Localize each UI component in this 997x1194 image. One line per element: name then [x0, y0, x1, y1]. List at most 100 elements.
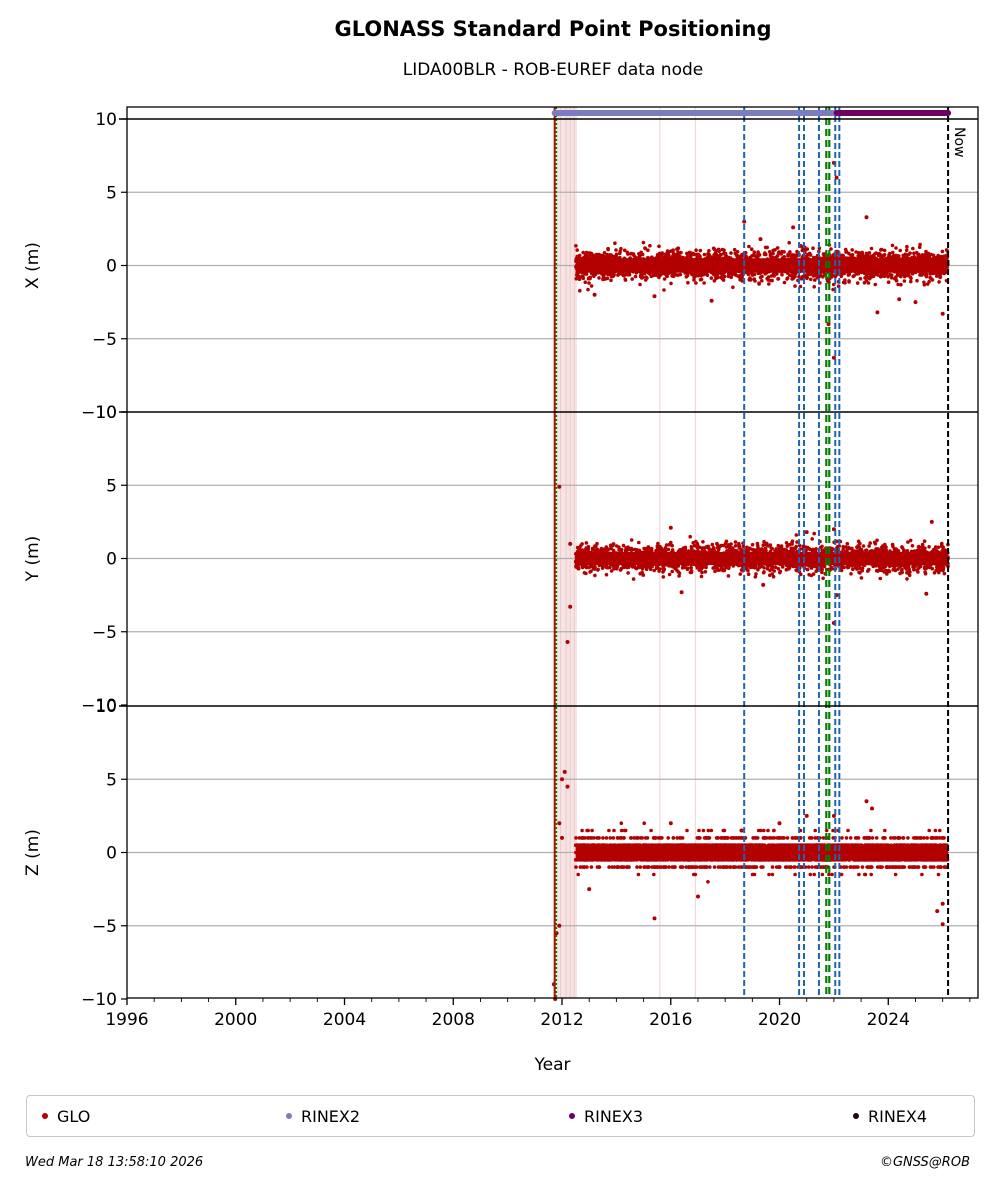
data-point [790, 272, 794, 277]
data-point [584, 571, 588, 576]
data-point [713, 250, 718, 255]
data-point [584, 254, 588, 259]
data-point [867, 544, 871, 548]
data-point [661, 575, 666, 579]
data-point [911, 246, 915, 251]
outlier-point [940, 311, 945, 316]
data-point [762, 566, 766, 570]
data-point [940, 541, 944, 546]
data-point [793, 274, 797, 279]
data-point [734, 273, 738, 277]
data-point [940, 249, 945, 254]
data-point [729, 251, 733, 255]
data-point [606, 246, 610, 251]
data-point [724, 539, 729, 544]
data-point [577, 253, 582, 258]
data-point [924, 249, 928, 254]
data-point [639, 273, 643, 277]
data-point [733, 540, 738, 544]
data-point [717, 545, 721, 549]
data-point [700, 570, 704, 575]
data-point [846, 273, 851, 277]
data-point [905, 244, 909, 249]
data-point [929, 276, 933, 281]
data-point [941, 568, 945, 573]
data-point [662, 277, 667, 281]
data-point [606, 272, 610, 277]
data-point [785, 277, 789, 281]
data-point [879, 247, 884, 252]
data-point [618, 568, 623, 572]
data-point [696, 274, 700, 278]
scatter-core-0 [575, 258, 949, 273]
data-point [699, 277, 704, 282]
data-point [757, 282, 761, 286]
data-point [719, 275, 723, 280]
data-point [893, 254, 898, 258]
data-point [687, 250, 692, 255]
data-point [722, 274, 727, 279]
data-point [772, 274, 776, 278]
data-point [812, 531, 816, 536]
data-point [866, 275, 870, 280]
data-point [799, 277, 804, 281]
data-point [886, 280, 891, 285]
data-point [717, 249, 721, 254]
data-point [747, 244, 751, 249]
outlier-point [709, 298, 714, 303]
data-point [882, 253, 887, 257]
data-point [766, 278, 771, 282]
data-point [577, 277, 582, 282]
data-point [752, 272, 757, 277]
data-point [877, 251, 882, 256]
data-point [631, 577, 636, 581]
data-point [648, 243, 652, 248]
data-point [776, 543, 781, 548]
data-point [684, 275, 689, 279]
data-point [665, 274, 669, 279]
data-point [584, 541, 589, 545]
data-point [805, 247, 810, 251]
data-point [907, 573, 912, 578]
data-point [592, 271, 597, 276]
outlier-point [652, 294, 657, 299]
data-point [867, 567, 871, 572]
data-point [604, 572, 609, 577]
data-point [807, 251, 812, 256]
data-point [705, 273, 710, 278]
data-point [578, 288, 582, 293]
data-point [618, 251, 622, 256]
data-point [630, 277, 634, 281]
data-point [909, 279, 913, 284]
data-point [611, 274, 615, 279]
data-point [584, 251, 589, 255]
data-point [613, 241, 617, 245]
data-point [887, 569, 892, 574]
data-point [609, 278, 613, 283]
data-point [747, 278, 751, 282]
data-point [912, 251, 916, 256]
data-point [814, 569, 818, 573]
data-point [615, 566, 619, 571]
data-point [839, 274, 844, 279]
data-point [776, 567, 781, 571]
data-point [654, 566, 659, 571]
data-point [922, 282, 927, 287]
data-point [775, 246, 780, 250]
data-point [738, 572, 743, 576]
data-point [858, 276, 863, 281]
data-point [905, 570, 909, 575]
data-point [614, 254, 619, 258]
data-point [749, 247, 754, 251]
data-point [614, 248, 618, 252]
outlier-point [913, 300, 918, 305]
data-point [927, 545, 931, 549]
data-point [576, 566, 581, 571]
data-point [679, 547, 683, 552]
data-point [856, 539, 861, 544]
data-point [813, 278, 817, 282]
data-point [676, 246, 681, 250]
data-point [809, 573, 814, 578]
data-point [604, 565, 609, 570]
